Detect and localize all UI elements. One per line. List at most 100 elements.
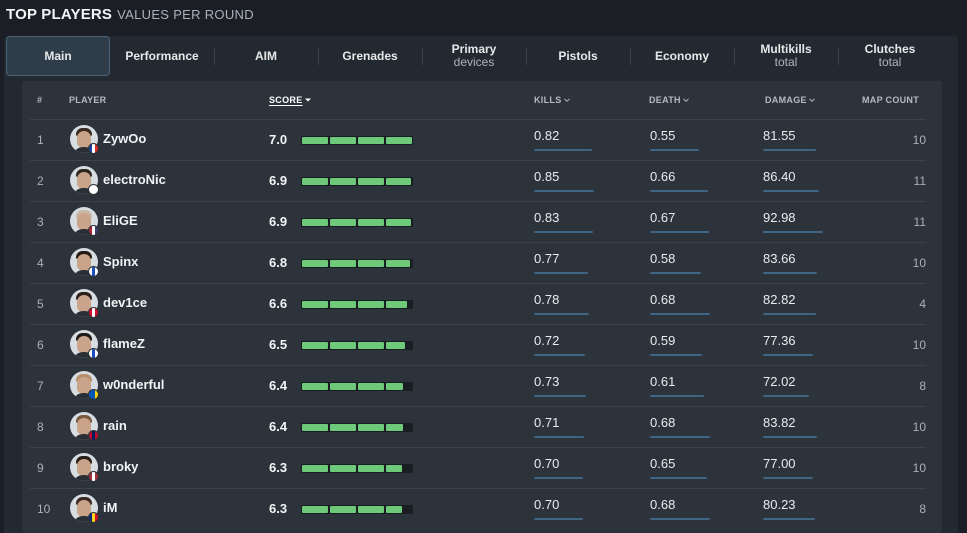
score-bar-segment: [330, 219, 356, 226]
row-rank: 5: [37, 297, 44, 311]
country-flag-icon: [88, 512, 99, 523]
death-cell: 0.58: [650, 251, 701, 274]
tab-performance[interactable]: Performance: [110, 36, 214, 76]
score-bar-segment: [302, 342, 328, 349]
damage-value: 83.66: [763, 251, 796, 266]
score-bar: [301, 382, 413, 391]
player-score: 7.0: [269, 132, 288, 147]
score-bar-segment: [330, 260, 356, 267]
kills-value: 0.85: [534, 169, 560, 184]
player-name[interactable]: w0nderful: [103, 377, 165, 392]
player-score: 6.8: [269, 255, 288, 270]
score-bar-segment: [302, 383, 328, 390]
score-bar: [301, 341, 413, 350]
player-name[interactable]: EliGE: [103, 213, 138, 228]
col-kills-sort[interactable]: KILLS: [534, 95, 570, 105]
player-name[interactable]: iM: [103, 500, 118, 515]
avatar-face: [77, 254, 91, 271]
avatar-face: [77, 336, 91, 353]
death-bar: [650, 149, 699, 151]
tab-multikills[interactable]: Multikills total: [734, 36, 838, 76]
death-value: 0.67: [650, 210, 676, 225]
damage-cell: 72.02: [763, 374, 809, 397]
col-damage-sort[interactable]: DAMAGE: [765, 95, 815, 105]
score-bar-segment: [358, 424, 384, 431]
damage-cell: 77.00: [763, 456, 813, 479]
tab-pistols[interactable]: Pistols: [526, 36, 630, 76]
avatar-face: [77, 213, 91, 230]
tab-aim[interactable]: AIM: [214, 36, 318, 76]
player-name[interactable]: flameZ: [103, 336, 145, 351]
tab-grenades[interactable]: Grenades: [318, 36, 422, 76]
death-cell: 0.59: [650, 333, 702, 356]
damage-cell: 81.55: [763, 128, 816, 151]
death-cell: 0.68: [650, 415, 710, 438]
kills-value: 0.73: [534, 374, 560, 389]
tab-primary[interactable]: Primary devices: [422, 36, 526, 76]
table-row[interactable]: 1 ZywOo 7.0 0.82 0.55 81.55 10: [30, 119, 926, 160]
tab-label: Economy: [654, 48, 709, 63]
damage-value: 77.36: [763, 333, 796, 348]
avatar-face: [77, 377, 91, 394]
stats-tabs: Main Performance AIM Grenades Primary devices…: [6, 36, 955, 76]
player-avatar[interactable]: [70, 494, 98, 522]
tab-main[interactable]: Main: [6, 36, 110, 76]
kills-bar: [534, 395, 586, 397]
avatar-face: [77, 500, 91, 517]
score-bar: [301, 218, 413, 227]
kills-cell: 0.83: [534, 210, 593, 233]
map-count: 8: [919, 379, 926, 393]
score-bar-segment: [302, 178, 328, 185]
table-row[interactable]: 2 electroNic 6.9 0.85 0.66 86.40 11: [30, 160, 926, 201]
kills-bar: [534, 272, 588, 274]
page-heading: TOP PLAYERS VALUES PER ROUND: [6, 6, 254, 23]
table-row[interactable]: 8 rain 6.4 0.71 0.68 83.82 10: [30, 406, 926, 447]
damage-bar: [763, 395, 809, 397]
table-row[interactable]: 10 iM 6.3 0.70 0.68 80.23 8: [30, 488, 926, 529]
tab-label: Grenades: [342, 48, 398, 63]
avatar-face: [77, 295, 91, 312]
table-row[interactable]: 7 w0nderful 6.4 0.73 0.61 72.02 8: [30, 365, 926, 406]
col-death-sort[interactable]: DEATH: [649, 95, 689, 105]
kills-value: 0.70: [534, 456, 560, 471]
chevron-down-icon: [563, 98, 570, 103]
table-row[interactable]: 5 dev1ce 6.6 0.78 0.68 82.82 4: [30, 283, 926, 324]
score-bar-segment: [330, 506, 356, 513]
col-score-sort[interactable]: SCORE: [269, 95, 311, 105]
player-avatar[interactable]: [70, 166, 98, 194]
player-avatar[interactable]: [70, 371, 98, 399]
score-bar-segment: [358, 506, 384, 513]
table-row[interactable]: 3 EliGE 6.9 0.83 0.67 92.98 11: [30, 201, 926, 242]
death-cell: 0.67: [650, 210, 709, 233]
death-bar: [650, 190, 708, 192]
player-name[interactable]: broky: [103, 459, 139, 474]
player-name[interactable]: rain: [103, 418, 127, 433]
player-name[interactable]: Spinx: [103, 254, 139, 269]
death-cell: 0.55: [650, 128, 699, 151]
table-row[interactable]: 6 flameZ 6.5 0.72 0.59 77.36 10: [30, 324, 926, 365]
kills-bar: [534, 477, 583, 479]
player-name[interactable]: dev1ce: [103, 295, 148, 310]
player-name[interactable]: ZywOo: [103, 131, 147, 146]
damage-cell: 86.40: [763, 169, 819, 192]
player-avatar[interactable]: [70, 125, 98, 153]
tab-label: AIM: [255, 48, 277, 63]
tab-clutches[interactable]: Clutches total: [838, 36, 942, 76]
player-avatar[interactable]: [70, 453, 98, 481]
kills-cell: 0.72: [534, 333, 585, 356]
chevron-down-icon: [808, 98, 815, 103]
table-row[interactable]: 4 Spinx 6.8 0.77 0.58 83.66 10: [30, 242, 926, 283]
score-bar-segment: [330, 178, 356, 185]
player-name[interactable]: electroNic: [103, 172, 166, 187]
map-count: 10: [912, 133, 926, 147]
death-cell: 0.66: [650, 169, 708, 192]
col-death-label: DEATH: [649, 95, 681, 105]
table-row[interactable]: 9 broky 6.3 0.70 0.65 77.00 10: [30, 447, 926, 488]
tab-economy[interactable]: Economy: [630, 36, 734, 76]
death-bar: [650, 518, 710, 520]
tab-sublabel: devices: [453, 55, 495, 69]
col-map-count: MAP COUNT: [862, 95, 920, 105]
country-flag-icon: [88, 307, 99, 318]
kills-cell: 0.77: [534, 251, 588, 274]
